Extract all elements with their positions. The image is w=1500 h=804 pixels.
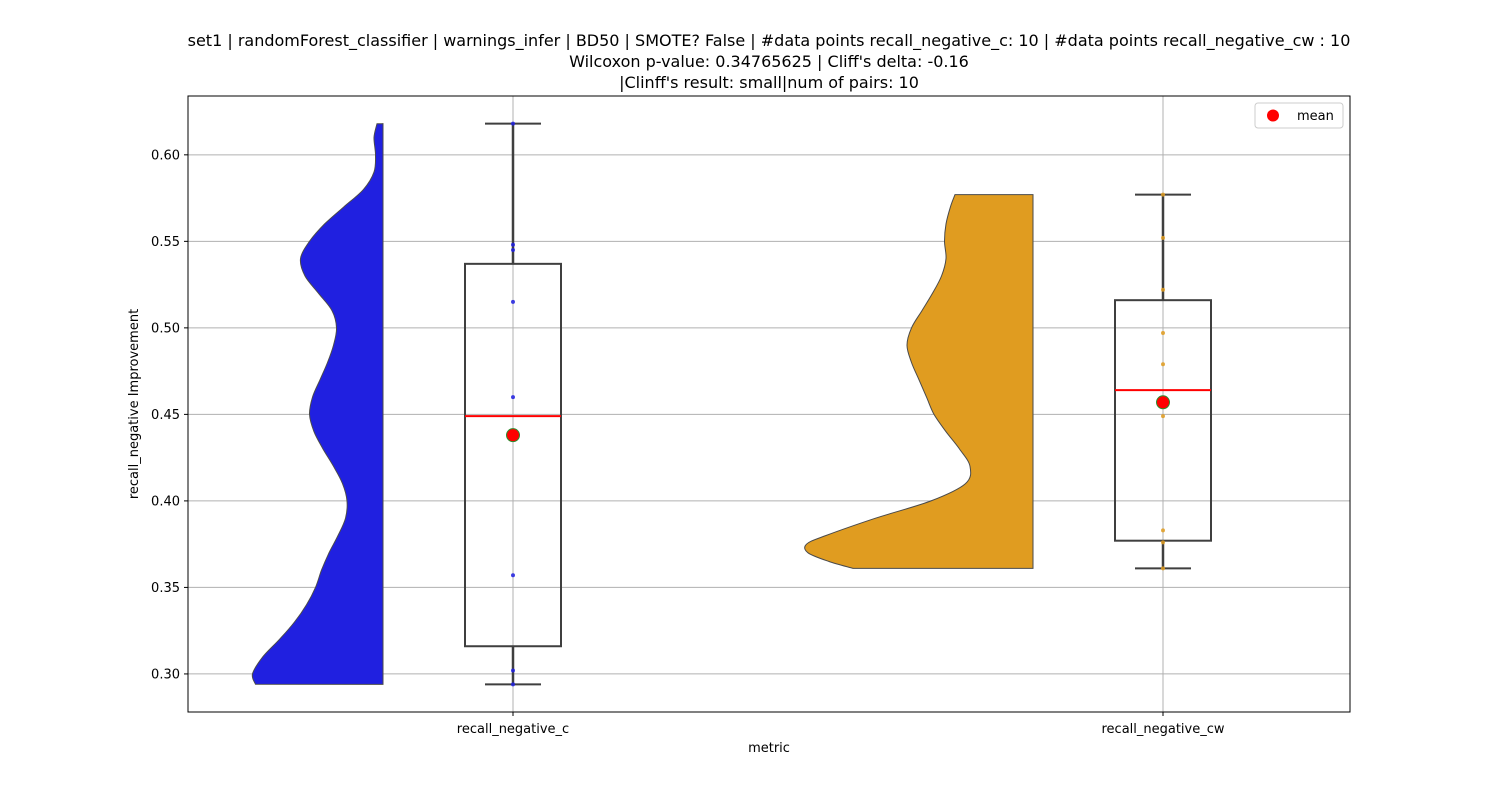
y-tick-label: 0.45 [151,408,180,423]
data-point [511,243,515,247]
mean-markers [507,396,1170,442]
data-point [511,682,515,686]
y-tick-label: 0.40 [151,494,180,509]
boxplots [465,124,1211,685]
mean-marker-recall_negative_cw [1157,396,1170,409]
chart-title-line-2: Wilcoxon p-value: 0.34765625 | Cliff's d… [569,52,969,71]
x-axis-ticks: recall_negative_c recall_negative_cw [457,712,1225,737]
data-point [1161,362,1165,366]
violins [252,124,1033,685]
x-tick-label: recall_negative_cw [1101,722,1224,737]
y-tick-label: 0.30 [151,667,180,682]
chart-title: set1 | randomForest_classifier | warning… [188,31,1351,92]
y-tick-label: 0.35 [151,581,180,596]
data-point [511,248,515,252]
data-point [1161,540,1165,544]
data-point [511,573,515,577]
legend-mean-marker [1267,110,1279,122]
data-point [511,668,515,672]
data-point [511,395,515,399]
y-axis-label: recall_negative Improvement [127,309,142,499]
data-point [1161,331,1165,335]
data-points [511,122,1165,687]
chart-title-line-3: |Clinff's result: small|num of pairs: 10 [619,73,919,92]
data-point [511,300,515,304]
data-point [1161,528,1165,532]
x-tick-label: recall_negative_c [457,722,569,737]
y-axis-ticks: 0.30 0.35 0.40 0.45 0.50 0.55 0.60 [151,148,188,682]
data-point [1161,414,1165,418]
legend-mean-label: mean [1297,109,1334,124]
data-point [1161,236,1165,240]
violin-recall_negative_cw [805,195,1033,569]
data-point [1161,566,1165,570]
y-tick-label: 0.55 [151,235,180,250]
legend: mean [1255,103,1343,128]
mean-marker-recall_negative_c [507,429,520,442]
chart-title-line-1: set1 | randomForest_classifier | warning… [188,31,1351,51]
data-point [511,122,515,126]
data-point [1161,193,1165,197]
y-tick-label: 0.50 [151,321,180,336]
y-tick-label: 0.60 [151,148,180,163]
data-point [1161,288,1165,292]
violin-recall_negative_c [252,124,383,685]
x-axis-label: metric [748,741,790,756]
